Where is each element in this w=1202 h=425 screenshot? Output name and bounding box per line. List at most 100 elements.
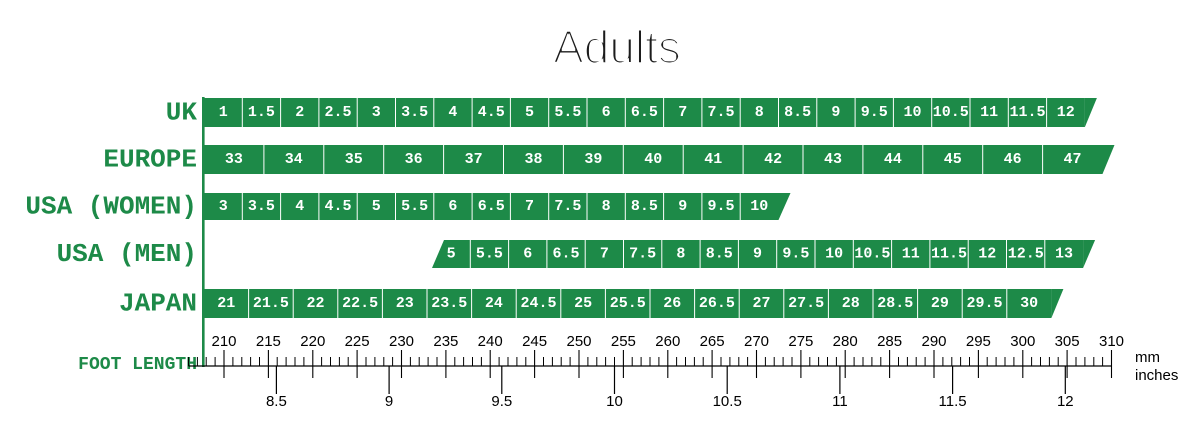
svg-text:23.5: 23.5 (431, 295, 467, 312)
svg-text:11: 11 (832, 393, 848, 410)
svg-text:4: 4 (295, 198, 304, 215)
svg-text:10: 10 (903, 104, 921, 121)
svg-text:FOOT LENGTH: FOOT LENGTH (78, 355, 197, 375)
svg-text:10: 10 (825, 246, 843, 263)
svg-text:45: 45 (944, 151, 962, 168)
svg-text:35: 35 (345, 151, 363, 168)
svg-text:7: 7 (678, 104, 687, 121)
svg-text:12: 12 (978, 246, 996, 263)
svg-text:310: 310 (1099, 333, 1124, 350)
svg-text:10: 10 (606, 393, 623, 410)
svg-text:9: 9 (753, 246, 762, 263)
svg-text:28: 28 (842, 295, 860, 312)
svg-text:305: 305 (1055, 333, 1080, 350)
svg-text:JAPAN: JAPAN (119, 289, 197, 319)
svg-text:215: 215 (256, 333, 281, 350)
svg-text:270: 270 (744, 333, 769, 350)
svg-text:6: 6 (523, 246, 532, 263)
svg-text:29: 29 (931, 295, 949, 312)
svg-text:8: 8 (755, 104, 764, 121)
svg-text:24.5: 24.5 (520, 295, 556, 312)
svg-text:USA (MEN): USA (MEN) (57, 239, 197, 269)
svg-text:mm: mm (1135, 349, 1160, 366)
svg-text:12: 12 (1057, 104, 1075, 121)
svg-text:10.5: 10.5 (713, 393, 742, 410)
svg-text:250: 250 (566, 333, 591, 350)
svg-text:EUROPE: EUROPE (103, 145, 197, 175)
svg-text:6: 6 (602, 104, 611, 121)
svg-text:47: 47 (1063, 151, 1081, 168)
svg-text:12.5: 12.5 (1008, 246, 1044, 263)
svg-text:240: 240 (478, 333, 503, 350)
svg-text:265: 265 (700, 333, 725, 350)
svg-text:9: 9 (831, 104, 840, 121)
svg-text:8: 8 (676, 246, 685, 263)
svg-text:9.5: 9.5 (861, 104, 888, 121)
svg-text:30: 30 (1020, 295, 1038, 312)
svg-text:7.5: 7.5 (707, 104, 734, 121)
svg-text:39: 39 (584, 151, 602, 168)
svg-text:6: 6 (448, 198, 457, 215)
svg-text:40: 40 (644, 151, 662, 168)
svg-text:9: 9 (678, 198, 687, 215)
svg-text:8: 8 (602, 198, 611, 215)
svg-text:2: 2 (295, 104, 304, 121)
svg-text:13: 13 (1055, 246, 1073, 263)
svg-text:21.5: 21.5 (253, 295, 289, 312)
svg-text:22.5: 22.5 (342, 295, 378, 312)
svg-text:21: 21 (217, 295, 235, 312)
svg-text:7: 7 (600, 246, 609, 263)
svg-text:46: 46 (1004, 151, 1022, 168)
svg-text:42: 42 (764, 151, 782, 168)
svg-text:10.5: 10.5 (854, 246, 890, 263)
svg-text:275: 275 (788, 333, 813, 350)
svg-text:Adults: Adults (553, 21, 681, 73)
svg-text:220: 220 (300, 333, 325, 350)
svg-text:3.5: 3.5 (401, 104, 428, 121)
svg-text:230: 230 (389, 333, 414, 350)
svg-text:11.5: 11.5 (931, 246, 967, 263)
svg-text:5.5: 5.5 (476, 246, 503, 263)
svg-text:27.5: 27.5 (788, 295, 824, 312)
svg-text:25.5: 25.5 (610, 295, 646, 312)
svg-text:11: 11 (902, 246, 920, 263)
svg-text:9.5: 9.5 (707, 198, 734, 215)
svg-text:9.5: 9.5 (782, 246, 809, 263)
svg-text:11.5: 11.5 (1009, 104, 1045, 121)
svg-text:41: 41 (704, 151, 722, 168)
svg-text:9: 9 (385, 393, 393, 410)
svg-text:44: 44 (884, 151, 902, 168)
svg-text:28.5: 28.5 (877, 295, 913, 312)
svg-text:8.5: 8.5 (784, 104, 811, 121)
svg-text:33: 33 (225, 151, 243, 168)
svg-text:11: 11 (980, 104, 998, 121)
svg-text:295: 295 (966, 333, 991, 350)
svg-text:10: 10 (750, 198, 768, 215)
svg-text:6.5: 6.5 (631, 104, 658, 121)
svg-text:8.5: 8.5 (631, 198, 658, 215)
svg-text:7: 7 (525, 198, 534, 215)
svg-text:11.5: 11.5 (939, 393, 967, 410)
svg-text:3.5: 3.5 (248, 198, 275, 215)
svg-text:1.5: 1.5 (248, 104, 275, 121)
svg-text:26: 26 (663, 295, 681, 312)
svg-text:280: 280 (833, 333, 858, 350)
svg-text:USA (WOMEN): USA (WOMEN) (25, 192, 197, 222)
svg-text:4.5: 4.5 (324, 198, 351, 215)
svg-text:10.5: 10.5 (933, 104, 969, 121)
svg-text:12: 12 (1057, 393, 1074, 410)
svg-text:2.5: 2.5 (324, 104, 351, 121)
svg-text:6.5: 6.5 (552, 246, 579, 263)
svg-text:5: 5 (447, 246, 456, 263)
svg-text:inches: inches (1135, 367, 1178, 384)
svg-text:34: 34 (285, 151, 303, 168)
svg-text:26.5: 26.5 (699, 295, 735, 312)
svg-text:27: 27 (752, 295, 770, 312)
svg-text:255: 255 (611, 333, 636, 350)
svg-text:5: 5 (525, 104, 534, 121)
svg-text:5.5: 5.5 (401, 198, 428, 215)
svg-text:4.5: 4.5 (478, 104, 505, 121)
svg-text:235: 235 (433, 333, 458, 350)
svg-text:22: 22 (306, 295, 324, 312)
svg-text:43: 43 (824, 151, 842, 168)
